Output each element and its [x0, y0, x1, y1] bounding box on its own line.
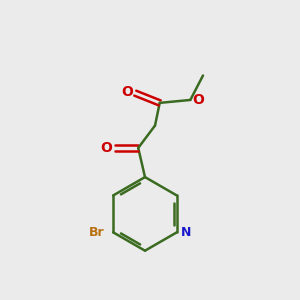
Text: O: O: [121, 85, 133, 99]
Text: O: O: [100, 141, 112, 155]
Text: Br: Br: [89, 226, 105, 239]
Text: N: N: [181, 226, 191, 239]
Text: O: O: [193, 93, 205, 107]
